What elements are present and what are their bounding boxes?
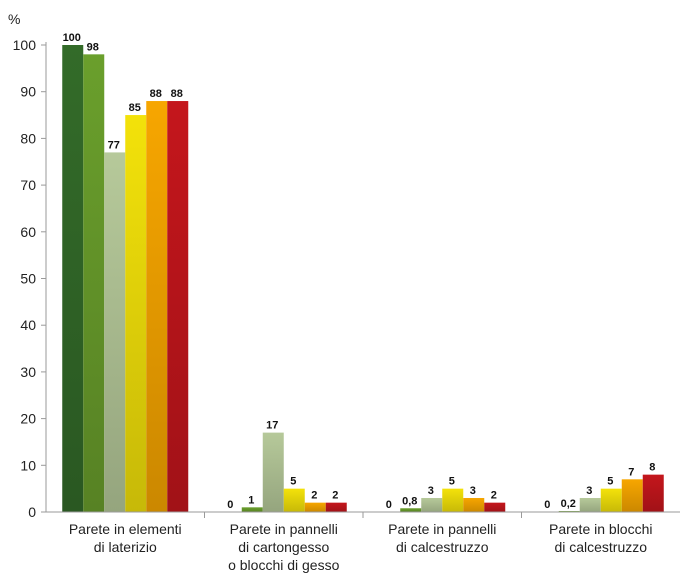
bar-value-label: 8	[649, 462, 655, 474]
bar-value-label: 5	[290, 476, 296, 488]
x-axis: Parete in elementi di laterizio Parete in …	[46, 511, 680, 573]
bar-value-label: 17	[266, 420, 278, 432]
bar-value-label: 7	[628, 466, 634, 478]
bar	[146, 101, 168, 512]
y-tick-label: 40	[20, 317, 36, 333]
bar-value-label: 0	[386, 499, 392, 511]
bar	[125, 115, 147, 513]
x-category-label: Parete in blocchi di calcestruzzo	[549, 521, 653, 555]
bar	[579, 497, 601, 512]
bar-value-label: 3	[470, 485, 476, 497]
bar-value-label: 2	[311, 490, 317, 502]
bar	[304, 502, 326, 512]
bar-value-label: 88	[171, 88, 183, 100]
bar-value-label: 2	[491, 490, 497, 502]
y-tick-label: 100	[13, 37, 37, 53]
bar-value-label: 5	[607, 476, 613, 488]
bar-value-label: 3	[428, 485, 434, 497]
bar	[104, 152, 126, 512]
y-tick-label: 90	[20, 84, 36, 100]
y-tick-label: 10	[20, 457, 36, 473]
y-axis: 0 10 20 30 40 50 60 70 80 90 100	[13, 37, 47, 520]
bar	[283, 488, 305, 512]
bar-value-label: 98	[87, 41, 99, 53]
bar	[621, 479, 643, 512]
bar-value-label: 0,2	[561, 498, 576, 510]
bar-value-label: 0	[544, 499, 550, 511]
bar	[241, 507, 263, 512]
bar-value-label: 5	[449, 476, 455, 488]
x-category-label: Parete in pannelli di calcestruzzo	[388, 521, 496, 555]
bar	[262, 432, 284, 512]
bar	[484, 502, 506, 512]
bar-value-label: 88	[150, 88, 162, 100]
x-category-label: Parete in elementi di laterizio	[69, 521, 182, 555]
bar-value-label: 3	[586, 485, 592, 497]
value-labels: 100 98 77 85 88 88 0 1 17 5 2 2 0 0,8 3 5 3 2 0 0,2 3 5 7 8	[63, 32, 656, 511]
bar	[62, 45, 84, 512]
y-tick-label: 0	[28, 504, 36, 520]
bar	[463, 497, 485, 512]
bar-value-label: 0	[227, 499, 233, 511]
bar	[83, 54, 105, 513]
y-tick-label: 50	[20, 271, 36, 287]
bar-value-label: 1	[248, 494, 254, 506]
bar-value-label: 77	[108, 139, 120, 151]
bar-value-label: 85	[129, 102, 141, 114]
y-tick-label: 20	[20, 411, 36, 427]
bar-value-label: 0,8	[402, 495, 417, 507]
y-axis-unit-label: %	[8, 11, 20, 27]
bar	[642, 474, 664, 512]
bar	[442, 488, 464, 512]
bars	[62, 45, 664, 513]
y-tick-label: 70	[20, 177, 36, 193]
bar-value-label: 2	[332, 490, 338, 502]
bar	[600, 488, 622, 512]
y-tick-label: 80	[20, 130, 36, 146]
bar-value-label: 100	[63, 32, 81, 44]
bar	[400, 508, 422, 512]
x-category-label: Parete in pannelli di cartongesso o blocch…	[228, 521, 340, 573]
y-tick-label: 60	[20, 224, 36, 240]
y-tick-label: 30	[20, 364, 36, 380]
bar	[421, 497, 443, 512]
bar	[325, 502, 347, 512]
bar	[167, 101, 189, 512]
